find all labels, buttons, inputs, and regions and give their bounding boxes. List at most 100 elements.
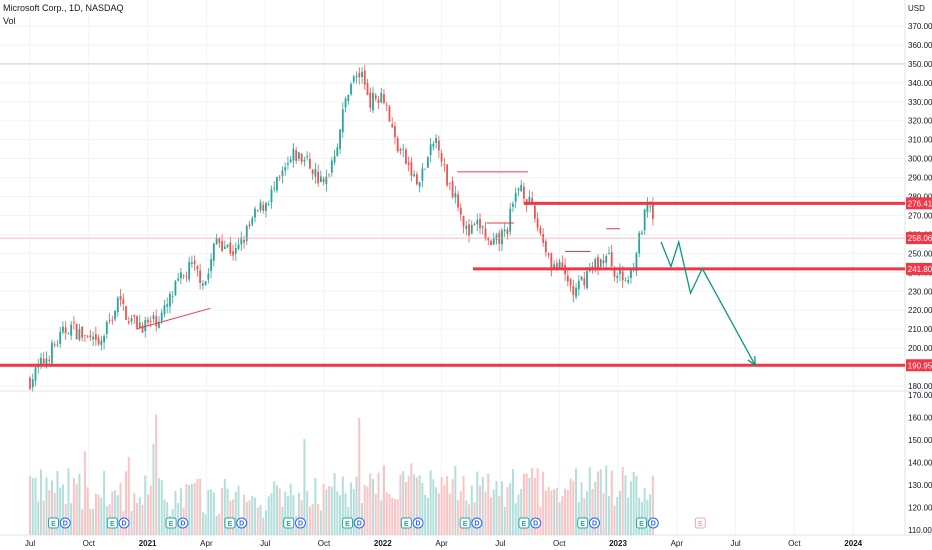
volume-bar [613,505,616,535]
candle-body [108,320,111,322]
volume-bar [517,494,520,535]
volume-bar [627,497,630,535]
candle-body [287,162,289,165]
volume-bar [157,478,160,535]
candle-body [223,246,226,249]
volume-bar [566,490,569,535]
earnings-icon[interactable] [459,517,471,529]
dividend-icon[interactable] [177,517,189,529]
volume-bar [262,517,265,535]
candle-body [443,164,446,166]
earnings-icon[interactable] [577,517,589,529]
volume-bar [311,503,314,535]
candle-body [201,283,204,286]
earnings-icon[interactable] [224,517,236,529]
volume-bar [278,488,281,535]
candle-body [196,266,199,270]
volume-bar [415,477,418,535]
candle-body [341,109,344,133]
candle-body [651,203,654,219]
dividend-icon[interactable] [236,517,248,529]
earnings-icon[interactable] [106,517,118,529]
volume-bar [533,477,536,535]
volume-bar [94,493,97,535]
candle-body [78,329,81,340]
volume-bar [374,493,377,535]
candle-body [572,285,575,296]
volume-bar [484,491,487,535]
earnings-icon[interactable] [636,517,648,529]
candle-body [89,335,92,338]
dividend-icon[interactable] [118,517,130,529]
volume-bar [451,479,454,535]
dividend-icon[interactable] [588,517,600,529]
candle-body [53,344,56,346]
volume-bar [256,507,259,535]
volume-bar [322,483,325,535]
volume-bar [407,475,410,535]
volume-bar [325,489,328,535]
price-tick-label: 230.00 [908,287,932,296]
volume-legend[interactable]: Vol [3,16,16,26]
projection-arrowhead [747,356,756,367]
candle-body [580,276,583,280]
dividend-icon[interactable] [294,517,306,529]
candle-body [311,169,314,174]
candle-body [465,225,468,229]
candle-body [62,326,64,333]
price-tag [906,232,932,245]
candle-body [591,266,594,268]
projection-path[interactable] [660,239,756,366]
volume-bar [127,456,130,535]
earnings-icon[interactable] [165,517,177,529]
dividend-icon[interactable] [647,517,659,529]
volume-bar [429,470,432,535]
volume-bar [207,489,210,535]
candle-body [558,261,561,269]
volume-bar [177,503,180,535]
volume-tick-label: 110.00 [908,526,932,535]
dividend-icon[interactable] [412,517,424,529]
candle-body [130,318,133,322]
candle-body [619,268,621,275]
dividend-icon[interactable] [353,517,365,529]
earnings-icon[interactable] [48,517,60,529]
dividend-icon[interactable] [59,517,71,529]
volume-bar [602,493,605,535]
candle-body [303,160,306,162]
candle-body [199,270,202,283]
candle-body [602,260,605,264]
earnings-icon[interactable] [694,517,706,529]
dividend-icon[interactable] [471,517,483,529]
candle-body [561,262,564,268]
volume-bar [580,482,583,535]
volume-bar [624,475,627,535]
price-tick-label: 300.00 [908,155,932,164]
candle-body [259,202,262,211]
volume-bar [380,500,383,535]
volume-bar [34,477,37,535]
candle-body [388,106,391,122]
time-tick-label: Apr [671,539,684,548]
earnings-icon[interactable] [342,517,354,529]
volume-bar [388,494,391,535]
earnings-icon[interactable] [400,517,412,529]
candle-body [446,164,448,186]
volume-bar [572,480,575,535]
time-tick-label: Jul [25,539,35,548]
support-trendline[interactable] [135,307,211,330]
time-tick-label: Oct [553,539,566,548]
candle-body [73,322,75,324]
volume-tick-label: 170.00 [908,391,932,400]
earnings-icon-letter: E [169,521,174,528]
price-tag-label: 276.41 [908,199,932,208]
symbol-legend[interactable]: Microsoft Corp., 1D, NASDAQ [3,3,124,13]
candle-body [64,327,67,334]
dividend-icon[interactable] [530,517,542,529]
earnings-icon[interactable] [518,517,530,529]
candle-body [435,137,438,144]
candle-body [70,324,73,336]
earnings-icon[interactable] [283,517,295,529]
